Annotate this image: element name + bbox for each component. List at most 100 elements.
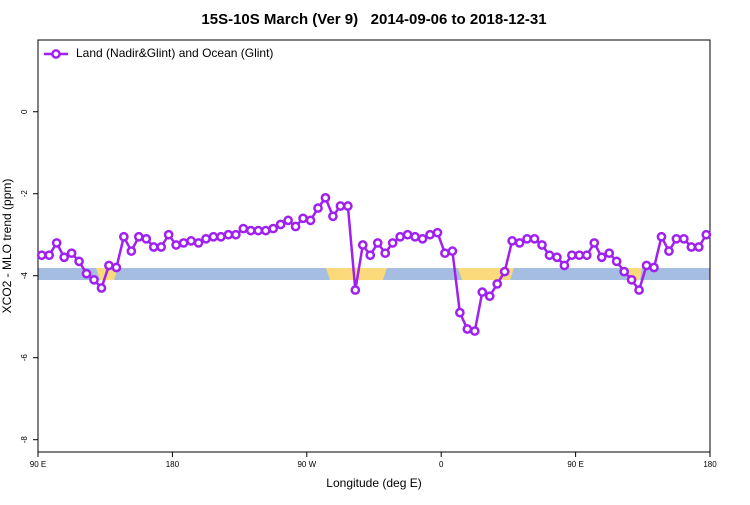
point bbox=[417, 233, 428, 244]
point bbox=[395, 231, 405, 242]
point bbox=[313, 203, 323, 213]
point bbox=[298, 213, 308, 224]
legend-marker bbox=[51, 49, 61, 59]
point bbox=[514, 238, 525, 248]
point bbox=[357, 240, 368, 250]
point bbox=[343, 201, 353, 211]
point bbox=[469, 326, 480, 336]
point bbox=[693, 242, 704, 252]
point bbox=[656, 231, 667, 242]
point bbox=[268, 223, 279, 234]
point bbox=[574, 250, 585, 261]
point bbox=[492, 279, 503, 289]
point bbox=[522, 233, 532, 244]
plot-frame bbox=[37, 39, 711, 453]
point bbox=[74, 256, 84, 267]
point bbox=[208, 231, 219, 242]
point bbox=[59, 252, 69, 263]
point bbox=[499, 266, 510, 277]
point bbox=[649, 262, 659, 273]
y-tick-label: -4 bbox=[20, 272, 29, 280]
surface-band bbox=[38, 268, 710, 280]
point bbox=[425, 229, 435, 240]
point bbox=[387, 238, 398, 248]
point bbox=[193, 238, 204, 248]
point bbox=[537, 240, 547, 250]
point bbox=[432, 227, 443, 238]
point bbox=[604, 248, 615, 259]
point bbox=[231, 229, 241, 240]
point bbox=[544, 250, 555, 261]
x-tick-label: 90 E bbox=[30, 460, 46, 469]
point bbox=[701, 229, 712, 240]
point bbox=[290, 221, 301, 232]
point bbox=[328, 211, 338, 222]
point bbox=[484, 291, 495, 302]
point bbox=[245, 225, 256, 236]
point bbox=[664, 246, 674, 256]
point bbox=[260, 225, 271, 236]
x-tick-label: 0 bbox=[439, 460, 444, 469]
point bbox=[119, 231, 129, 242]
y-axis-label: XCO2 - MLO trend (ppm) bbox=[0, 179, 14, 314]
point bbox=[589, 238, 600, 248]
point bbox=[335, 201, 346, 211]
point bbox=[171, 240, 181, 250]
point bbox=[36, 250, 47, 261]
point bbox=[96, 283, 107, 293]
point bbox=[559, 260, 570, 271]
point bbox=[567, 250, 577, 261]
point bbox=[402, 229, 413, 240]
point bbox=[253, 225, 264, 236]
point bbox=[440, 248, 450, 259]
point bbox=[66, 248, 77, 259]
point bbox=[671, 233, 682, 244]
point bbox=[380, 248, 391, 259]
point bbox=[581, 250, 592, 261]
point bbox=[44, 250, 55, 261]
point bbox=[365, 250, 376, 261]
point bbox=[111, 262, 122, 273]
y-tick-label: -2 bbox=[20, 190, 29, 198]
point bbox=[104, 260, 114, 271]
point bbox=[641, 260, 652, 271]
point bbox=[679, 233, 689, 244]
point bbox=[163, 229, 174, 240]
point bbox=[552, 252, 562, 263]
point bbox=[186, 236, 196, 246]
point bbox=[133, 231, 144, 242]
point bbox=[410, 231, 420, 242]
point bbox=[89, 274, 99, 285]
point bbox=[51, 238, 62, 248]
point bbox=[275, 219, 286, 230]
point bbox=[611, 256, 622, 267]
y-tick-label: -6 bbox=[20, 354, 29, 362]
point bbox=[372, 238, 383, 248]
point bbox=[350, 285, 361, 295]
point bbox=[283, 215, 293, 226]
point bbox=[455, 307, 465, 318]
point bbox=[223, 229, 234, 240]
point bbox=[596, 252, 607, 263]
point bbox=[626, 274, 637, 285]
x-tick-label: 90 E bbox=[567, 460, 583, 469]
y-tick-label: -8 bbox=[20, 436, 29, 444]
point bbox=[507, 236, 517, 246]
x-tick-label: 180 bbox=[166, 460, 180, 469]
point bbox=[529, 233, 540, 244]
point bbox=[81, 268, 92, 279]
point bbox=[305, 215, 316, 226]
point bbox=[201, 233, 211, 244]
point bbox=[462, 324, 473, 334]
point bbox=[619, 266, 629, 277]
legend-label: Land (Nadir&Glint) and Ocean (Glint) bbox=[76, 46, 273, 60]
point bbox=[238, 223, 249, 234]
point bbox=[148, 242, 159, 252]
y-tick-label: 0 bbox=[20, 109, 29, 114]
ocean-band bbox=[326, 268, 387, 280]
point bbox=[141, 233, 152, 244]
point bbox=[320, 192, 331, 203]
chart-title: 15S-10S March (Ver 9) 2014-09-06 to 2018… bbox=[201, 11, 546, 28]
